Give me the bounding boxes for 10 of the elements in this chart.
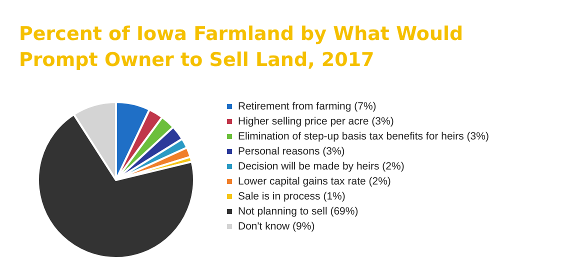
legend-label: Higher selling price per acre (3%) — [238, 116, 394, 128]
chart-title: Percent of Iowa Farmland by What Would Prompt Owner to Sell Land, 2017 — [19, 23, 470, 71]
legend-label: Not planning to sell (69%) — [238, 206, 358, 218]
legend-label: Personal reasons (3%) — [238, 146, 345, 158]
legend-label: Retirement from farming (7%) — [238, 100, 376, 112]
legend-label: Sale is in process (1%) — [238, 190, 346, 202]
legend-label: Lower capital gains tax rate (2%) — [238, 176, 391, 188]
legend-label: Don't know (9%) — [238, 220, 315, 232]
legend-label: Elimination of step-up basis tax benefits for heirs (3%) — [238, 130, 489, 142]
legend-label: Decision will be made by heirs (2%) — [238, 160, 404, 172]
